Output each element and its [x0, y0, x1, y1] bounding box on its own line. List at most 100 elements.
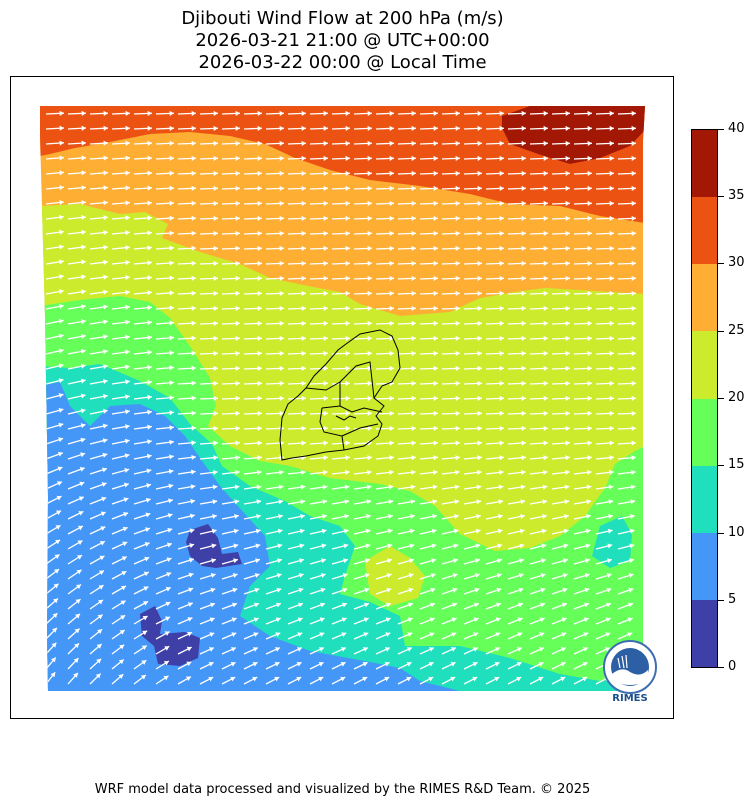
- wind-arrow-head: [587, 395, 592, 402]
- wind-arrow-head: [477, 185, 482, 192]
- wind-arrow-head: [188, 557, 194, 563]
- colorbar-tick-label: 20: [728, 390, 745, 405]
- wind-arrow-head: [122, 541, 128, 547]
- wind-arrow-head: [389, 170, 394, 177]
- wind-arrow-head: [58, 348, 64, 354]
- wind-arrow-head: [587, 365, 592, 372]
- wind-arrow-head: [543, 215, 548, 222]
- wind-arrow-head: [521, 380, 526, 387]
- wind-arrow-head: [59, 125, 64, 131]
- wind-arrow-head: [609, 230, 614, 237]
- wind-arrow-head: [585, 543, 591, 549]
- wind-arrow-head: [147, 409, 152, 415]
- wind-arrow-head: [75, 599, 81, 604]
- wind-arrow-head: [565, 140, 570, 147]
- wind-arrow-head: [499, 455, 504, 461]
- colorbar-tick: [718, 398, 724, 399]
- colorbar-tick-label: 5: [728, 592, 737, 607]
- wind-arrow-head: [345, 365, 350, 372]
- wind-arrow-head: [211, 558, 216, 564]
- wind-arrow-head: [103, 200, 108, 206]
- wind-arrow-head: [279, 275, 284, 282]
- colorbar-tick: [718, 600, 724, 601]
- wind-arrow-head: [80, 408, 86, 414]
- wind-arrow-head: [169, 230, 174, 236]
- wind-arrow-head: [323, 440, 328, 446]
- wind-arrow-head: [497, 543, 503, 549]
- wind-arrow-head: [345, 185, 350, 192]
- wind-arrow-head: [213, 155, 218, 162]
- wind-arrow-head: [631, 440, 636, 446]
- wind-arrow-head: [125, 274, 130, 281]
- wind-arrow-head: [538, 676, 544, 682]
- wind-arrow-head: [166, 542, 172, 548]
- wind-arrow-head: [431, 558, 436, 564]
- wind-arrow-head: [543, 230, 548, 237]
- wind-arrow-head: [341, 632, 347, 637]
- wind-arrow-head: [318, 647, 324, 652]
- wind-arrow-head: [81, 229, 86, 235]
- wind-arrow-head: [587, 110, 592, 117]
- wind-arrow-head: [320, 587, 326, 593]
- wind-arrow-head: [608, 513, 613, 520]
- wind-arrow-head: [344, 484, 350, 490]
- wind-arrow-head: [233, 558, 238, 564]
- wind-arrow-head: [169, 350, 174, 356]
- wind-arrow-head: [452, 602, 457, 608]
- wind-arrow-head: [77, 555, 83, 560]
- wind-arrow-head: [59, 185, 64, 191]
- wind-arrow-head: [102, 393, 108, 399]
- wind-arrow-head: [389, 230, 394, 237]
- wind-arrow-head: [499, 469, 504, 475]
- wind-arrow-head: [191, 410, 196, 416]
- wind-arrow-head: [59, 110, 64, 116]
- wind-arrow-head: [411, 469, 416, 475]
- wind-arrow-head: [431, 528, 437, 534]
- wind-arrow-head: [477, 275, 482, 282]
- wind-arrow-head: [521, 410, 526, 417]
- wind-arrow-head: [367, 140, 372, 147]
- wind-arrow-head: [56, 510, 62, 516]
- wind-arrow-head: [364, 587, 370, 593]
- wind-arrow-head: [367, 410, 372, 417]
- band-10-15-east: [592, 516, 632, 568]
- wind-arrow-head: [450, 647, 456, 652]
- wind-arrow-head: [147, 379, 152, 385]
- wind-arrow-head: [147, 424, 152, 430]
- wind-arrow-head: [455, 350, 460, 357]
- wind-arrow-head: [278, 484, 284, 490]
- wind-arrow-head: [169, 110, 174, 117]
- wind-arrow-head: [475, 528, 481, 534]
- colorbar-segment-10-15: [692, 465, 717, 533]
- wind-arrow-head: [477, 410, 482, 417]
- wind-arrow-head: [146, 468, 152, 474]
- wind-arrow-head: [147, 364, 152, 370]
- wind-arrow-head: [385, 632, 391, 637]
- wind-arrow-head: [147, 349, 152, 356]
- wind-arrow-head: [455, 290, 460, 297]
- wind-arrow-head: [254, 587, 260, 593]
- wind-arrow-head: [609, 440, 614, 446]
- wind-arrow-head: [565, 200, 570, 207]
- wind-arrow-head: [257, 455, 262, 461]
- wind-arrow-head: [433, 230, 438, 237]
- wind-arrow-head: [631, 395, 636, 402]
- wind-arrow-head: [189, 513, 195, 519]
- wind-arrow-head: [279, 469, 284, 475]
- wind-arrow-head: [388, 499, 394, 505]
- wind-arrow-head: [345, 350, 350, 357]
- wind-arrow-head: [234, 499, 240, 505]
- wind-arrow-head: [518, 572, 524, 578]
- wind-arrow-head: [301, 125, 306, 132]
- wind-arrow-head: [169, 185, 174, 191]
- wind-arrow-head: [344, 499, 350, 505]
- wind-arrow-head: [631, 410, 636, 417]
- wind-arrow-head: [406, 647, 412, 652]
- wind-arrow-head: [609, 110, 614, 117]
- wind-arrow-head: [213, 425, 218, 431]
- wind-arrow-head: [367, 215, 372, 222]
- wind-arrow-head: [543, 170, 548, 177]
- wind-arrow-head: [541, 558, 546, 564]
- wind-arrow-head: [450, 676, 456, 682]
- wind-arrow-head: [191, 245, 196, 251]
